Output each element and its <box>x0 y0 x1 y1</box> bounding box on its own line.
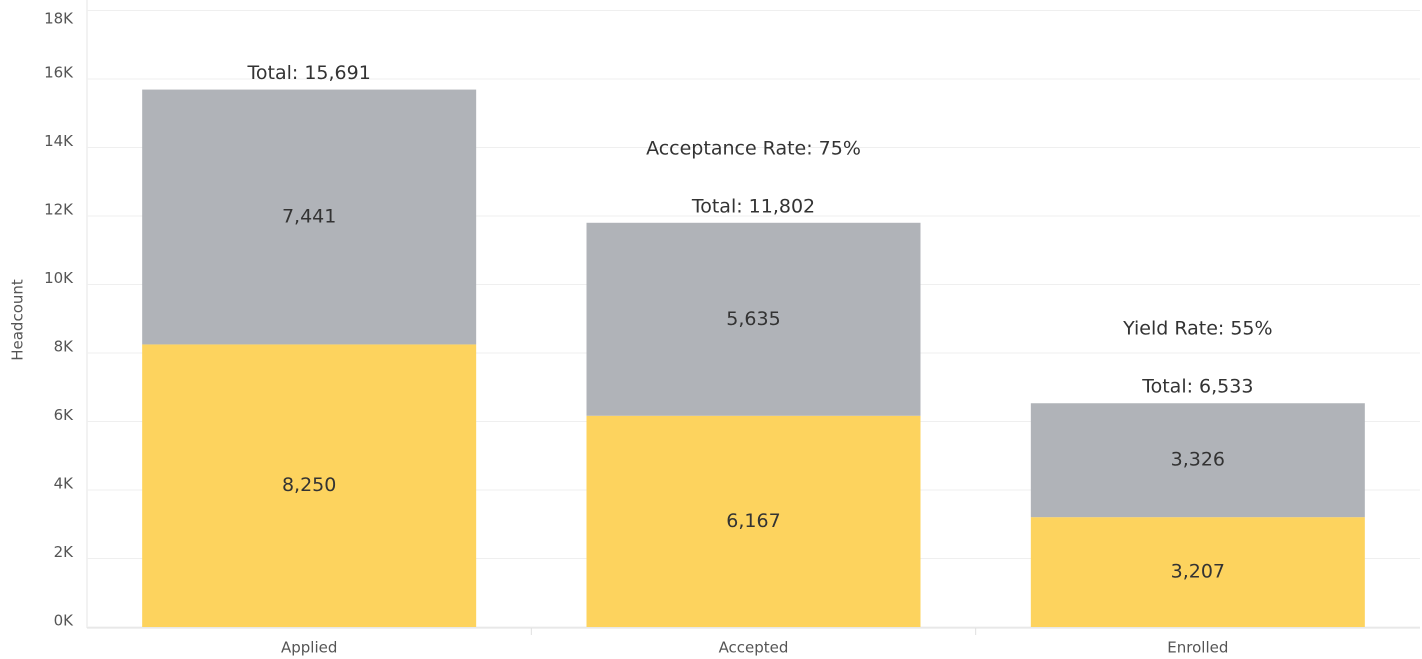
y-tick-label: 0K <box>54 612 75 630</box>
value-label: 3,326 <box>1171 449 1225 471</box>
bar-segment <box>1030 403 1365 518</box>
total-label: Total: 15,691 <box>247 62 371 84</box>
bar-segment <box>142 344 477 627</box>
y-tick-label: 6K <box>54 406 75 424</box>
bar-segment <box>1030 517 1365 627</box>
annotation: Yield Rate: 55% <box>1122 318 1273 340</box>
x-tick-label: Accepted <box>719 639 789 657</box>
total-label: Total: 6,533 <box>1141 376 1253 398</box>
x-tick-label: Enrolled <box>1167 639 1228 657</box>
y-axis-label: Headcount <box>9 279 27 361</box>
value-label: 7,441 <box>282 206 336 228</box>
bar-segment <box>586 222 921 416</box>
y-tick-label: 10K <box>44 269 74 287</box>
value-label: 3,207 <box>1171 561 1225 583</box>
y-tick-label: 8K <box>54 338 75 356</box>
value-label: 8,250 <box>282 474 336 496</box>
annotation: Acceptance Rate: 75% <box>646 137 861 159</box>
value-label: 6,167 <box>726 510 780 532</box>
bar-segment <box>142 89 477 345</box>
y-tick-label: 14K <box>44 132 74 150</box>
y-tick-label: 2K <box>54 543 75 561</box>
total-label: Total: 11,802 <box>691 195 815 217</box>
bar-segment <box>586 415 921 627</box>
value-label: 5,635 <box>726 308 780 330</box>
y-tick-label: 12K <box>44 201 74 219</box>
y-tick-label: 18K <box>44 10 74 28</box>
y-tick-label: 16K <box>44 64 74 82</box>
x-tick-label: Applied <box>281 639 337 657</box>
y-tick-label: 4K <box>54 475 75 493</box>
